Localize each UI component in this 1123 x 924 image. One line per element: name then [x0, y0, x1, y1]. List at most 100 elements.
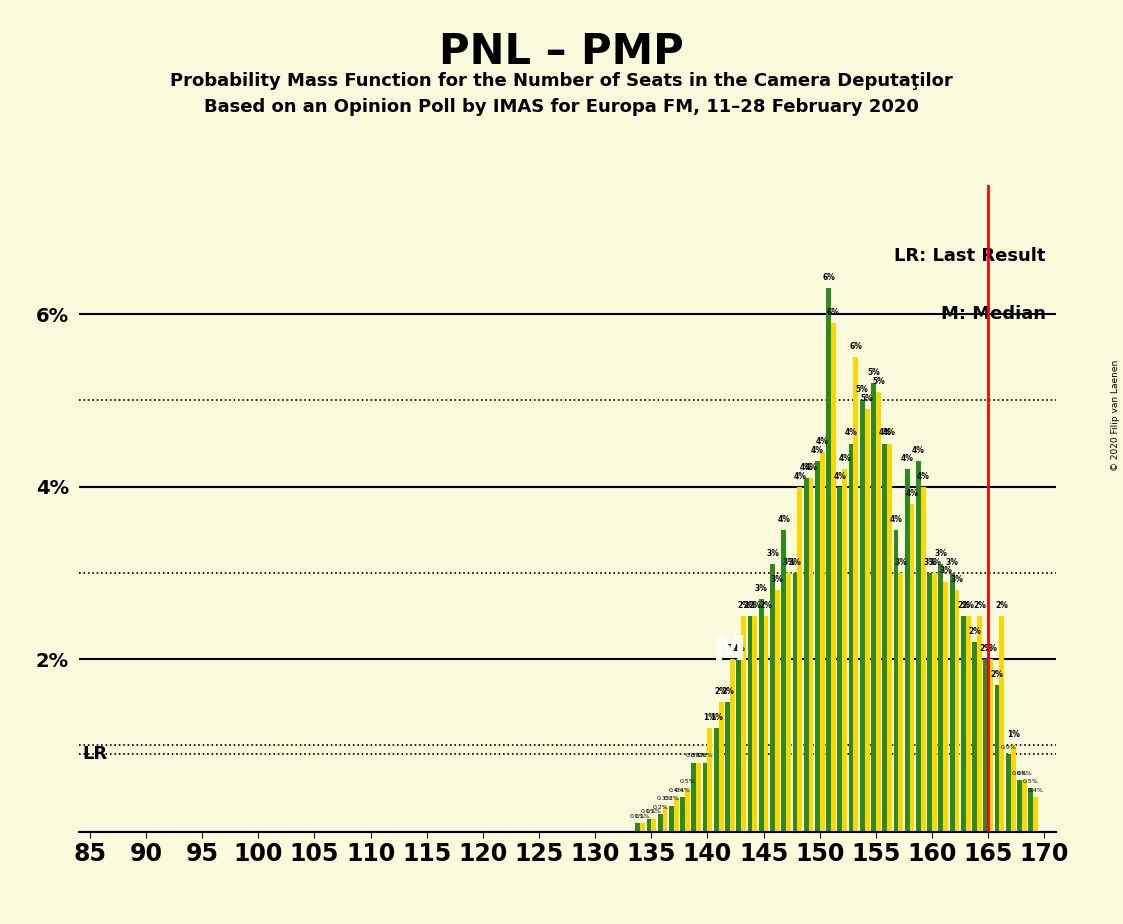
- Bar: [955, 590, 959, 832]
- Bar: [973, 642, 977, 832]
- Bar: [905, 469, 910, 832]
- Text: 0.1%: 0.1%: [641, 809, 657, 814]
- Text: 4%: 4%: [804, 463, 818, 472]
- Bar: [782, 529, 786, 832]
- Text: 0.5%: 0.5%: [679, 779, 695, 784]
- Bar: [1011, 746, 1015, 832]
- Text: 2%: 2%: [968, 626, 982, 636]
- Text: 3%: 3%: [894, 558, 907, 566]
- Bar: [1017, 780, 1022, 832]
- Text: 4%: 4%: [916, 471, 930, 480]
- Bar: [842, 469, 847, 832]
- Bar: [849, 444, 853, 832]
- Bar: [707, 728, 712, 832]
- Text: 4%: 4%: [793, 471, 806, 480]
- Text: Probability Mass Function for the Number of Seats in the Camera Deputaţilor: Probability Mass Function for the Number…: [170, 72, 953, 90]
- Bar: [999, 616, 1004, 832]
- Bar: [809, 478, 813, 832]
- Bar: [831, 322, 836, 832]
- Bar: [876, 392, 880, 832]
- Bar: [737, 659, 741, 832]
- Bar: [943, 581, 948, 832]
- Text: 3%: 3%: [923, 558, 937, 566]
- Bar: [838, 487, 842, 832]
- Bar: [752, 616, 757, 832]
- Text: 0.3%: 0.3%: [657, 796, 673, 801]
- Bar: [928, 573, 932, 832]
- Text: 3%: 3%: [782, 558, 795, 566]
- Bar: [741, 616, 746, 832]
- Text: 6%: 6%: [822, 274, 836, 282]
- Text: 4%: 4%: [901, 455, 914, 463]
- Bar: [887, 444, 892, 832]
- Bar: [714, 728, 719, 832]
- Text: 0.4%: 0.4%: [1028, 788, 1043, 793]
- Bar: [658, 814, 663, 832]
- Bar: [764, 616, 768, 832]
- Text: 0.6%: 0.6%: [1016, 771, 1032, 775]
- Text: 4%: 4%: [878, 429, 892, 437]
- Bar: [988, 659, 993, 832]
- Text: 2%: 2%: [990, 670, 1004, 679]
- Text: 0.1%: 0.1%: [646, 809, 661, 814]
- Bar: [871, 383, 876, 832]
- Text: 2%: 2%: [732, 644, 746, 653]
- Text: 1%: 1%: [710, 713, 723, 722]
- Text: 2%: 2%: [979, 644, 993, 653]
- Text: 5%: 5%: [867, 368, 880, 377]
- Text: M: M: [713, 634, 747, 667]
- Bar: [669, 806, 674, 832]
- Bar: [932, 573, 937, 832]
- Text: 4%: 4%: [800, 463, 813, 472]
- Text: 4%: 4%: [883, 429, 896, 437]
- Text: 3%: 3%: [939, 566, 952, 576]
- Bar: [939, 565, 943, 832]
- Bar: [916, 461, 921, 832]
- Bar: [977, 616, 982, 832]
- Text: M: Median: M: Median: [941, 305, 1046, 323]
- Text: 1%: 1%: [703, 713, 716, 722]
- Text: 3%: 3%: [946, 558, 959, 566]
- Bar: [898, 573, 903, 832]
- Bar: [820, 452, 824, 832]
- Text: 0.1%: 0.1%: [630, 814, 646, 819]
- Bar: [1029, 788, 1033, 832]
- Bar: [674, 797, 678, 832]
- Text: 4%: 4%: [844, 429, 858, 437]
- Bar: [775, 590, 779, 832]
- Bar: [640, 823, 645, 832]
- Text: 0.3%: 0.3%: [664, 796, 679, 801]
- Text: 1%: 1%: [1006, 730, 1020, 739]
- Text: 0.8%: 0.8%: [697, 753, 713, 759]
- Bar: [995, 685, 999, 832]
- Text: 2%: 2%: [748, 601, 761, 610]
- Bar: [681, 797, 685, 832]
- Text: 4%: 4%: [838, 455, 851, 463]
- Bar: [1033, 797, 1038, 832]
- Bar: [894, 529, 898, 832]
- Text: 2%: 2%: [721, 687, 734, 696]
- Text: 6%: 6%: [827, 308, 840, 317]
- Text: 0.2%: 0.2%: [652, 805, 668, 810]
- Bar: [696, 762, 701, 832]
- Text: 6%: 6%: [849, 342, 862, 351]
- Text: 2%: 2%: [737, 601, 750, 610]
- Text: 3%: 3%: [950, 575, 964, 584]
- Bar: [797, 487, 802, 832]
- Bar: [1006, 754, 1011, 832]
- Text: 3%: 3%: [788, 558, 802, 566]
- Text: 2%: 2%: [759, 601, 773, 610]
- Bar: [685, 788, 690, 832]
- Bar: [725, 702, 730, 832]
- Bar: [966, 616, 970, 832]
- Text: 2%: 2%: [984, 644, 997, 653]
- Text: 5%: 5%: [871, 377, 885, 385]
- Text: 4%: 4%: [811, 445, 824, 455]
- Bar: [865, 409, 869, 832]
- Bar: [759, 599, 764, 832]
- Text: 5%: 5%: [856, 385, 869, 395]
- Bar: [770, 565, 775, 832]
- Text: 0.4%: 0.4%: [668, 788, 684, 793]
- Text: 3%: 3%: [766, 549, 779, 558]
- Bar: [853, 358, 858, 832]
